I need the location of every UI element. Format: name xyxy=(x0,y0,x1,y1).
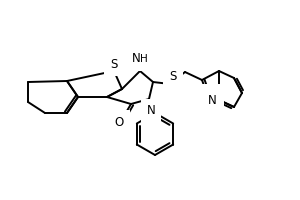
Text: N: N xyxy=(147,104,155,117)
Text: S: S xyxy=(110,58,118,71)
Text: S: S xyxy=(169,70,177,82)
Text: H: H xyxy=(140,54,148,64)
Text: O: O xyxy=(114,116,124,129)
Text: O: O xyxy=(208,90,217,102)
Text: N: N xyxy=(208,95,216,108)
Text: N: N xyxy=(132,52,140,66)
